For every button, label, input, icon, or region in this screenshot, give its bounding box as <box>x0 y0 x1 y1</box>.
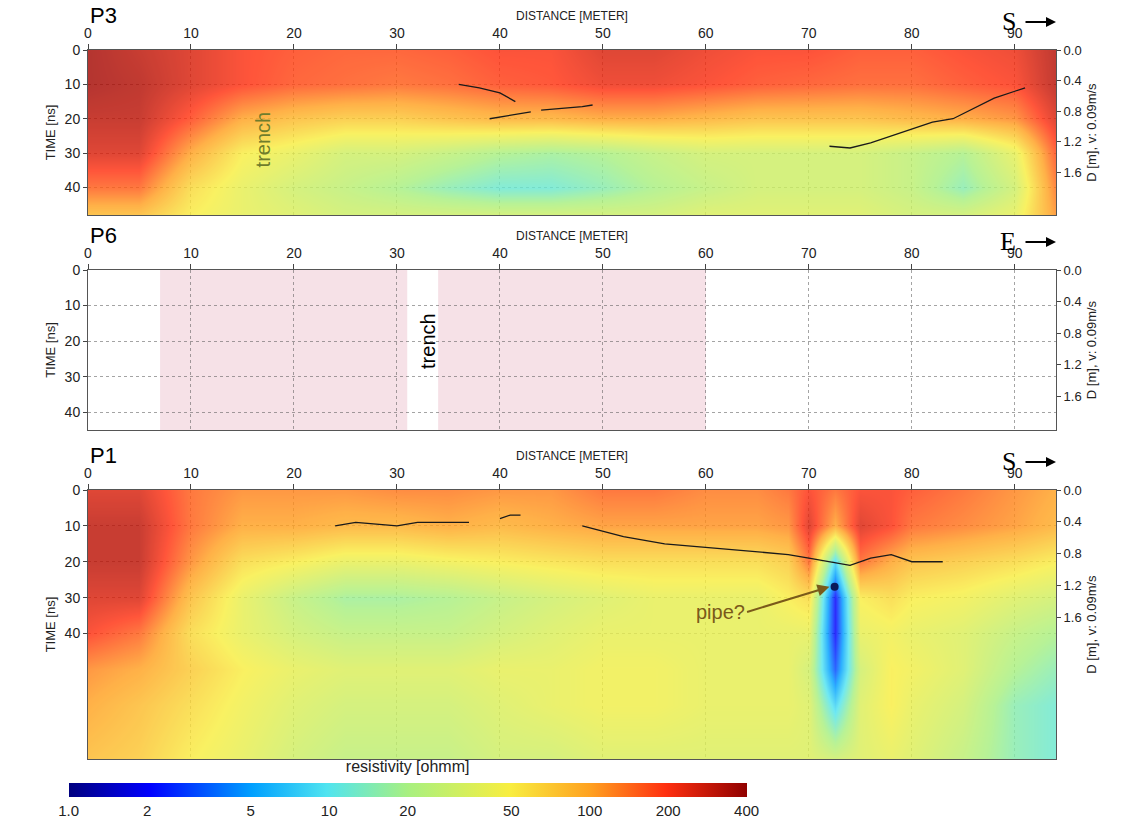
svg-text:1.0: 1.0 <box>58 802 79 819</box>
svg-text:20: 20 <box>399 802 416 819</box>
svg-text:P3: P3 <box>90 3 117 28</box>
svg-text:20: 20 <box>65 333 81 349</box>
svg-text:0.0: 0.0 <box>1064 483 1082 498</box>
svg-text:0.0: 0.0 <box>1064 43 1082 58</box>
svg-text:0.8: 0.8 <box>1064 326 1082 341</box>
svg-text:40: 40 <box>492 25 508 41</box>
svg-text:TIME [ns]: TIME [ns] <box>43 597 58 653</box>
svg-text:40: 40 <box>65 404 81 420</box>
svg-text:70: 70 <box>801 25 817 41</box>
svg-text:10: 10 <box>321 802 338 819</box>
svg-text:0: 0 <box>84 25 92 41</box>
svg-text:80: 80 <box>904 465 920 481</box>
svg-text:60: 60 <box>698 465 714 481</box>
svg-text:10: 10 <box>183 465 199 481</box>
svg-text:0: 0 <box>72 42 80 58</box>
svg-text:20: 20 <box>286 465 302 481</box>
svg-text:1.6: 1.6 <box>1064 389 1082 404</box>
svg-text:0.8: 0.8 <box>1064 104 1082 119</box>
svg-text:60: 60 <box>698 25 714 41</box>
svg-text:90: 90 <box>1007 25 1023 41</box>
svg-text:P1: P1 <box>90 443 117 468</box>
svg-text:50: 50 <box>595 245 611 261</box>
svg-text:1.6: 1.6 <box>1064 165 1082 180</box>
svg-text:S: S <box>1002 447 1016 476</box>
svg-text:20: 20 <box>286 245 302 261</box>
svg-text:S: S <box>1002 7 1016 36</box>
svg-text:70: 70 <box>801 245 817 261</box>
svg-text:resistivity [ohmm]: resistivity [ohmm] <box>346 758 470 775</box>
svg-text:2: 2 <box>143 802 151 819</box>
svg-text:trench: trench <box>417 313 439 369</box>
svg-text:30: 30 <box>65 145 81 161</box>
svg-text:0.4: 0.4 <box>1064 73 1082 88</box>
svg-text:0: 0 <box>84 245 92 261</box>
svg-text:60: 60 <box>698 245 714 261</box>
svg-text:100: 100 <box>577 802 602 819</box>
svg-text:trench: trench <box>252 112 274 168</box>
svg-text:1.2: 1.2 <box>1064 357 1082 372</box>
svg-text:1.2: 1.2 <box>1064 578 1082 593</box>
svg-text:50: 50 <box>503 802 520 819</box>
svg-text:10: 10 <box>65 518 81 534</box>
svg-text:30: 30 <box>65 590 81 606</box>
svg-text:pipe?: pipe? <box>696 601 745 623</box>
svg-text:20: 20 <box>65 554 81 570</box>
svg-text:40: 40 <box>492 245 508 261</box>
svg-text:D [m], v: 0.09m/s: D [m], v: 0.09m/s <box>1084 83 1099 182</box>
svg-text:TIME [ns]: TIME [ns] <box>43 105 58 161</box>
svg-text:40: 40 <box>492 465 508 481</box>
svg-text:200: 200 <box>656 802 681 819</box>
svg-text:0: 0 <box>72 262 80 278</box>
svg-text:70: 70 <box>801 465 817 481</box>
svg-text:DISTANCE [METER]: DISTANCE [METER] <box>516 9 628 23</box>
svg-text:0.8: 0.8 <box>1064 546 1082 561</box>
svg-text:1.2: 1.2 <box>1064 134 1082 149</box>
svg-text:0.4: 0.4 <box>1064 294 1082 309</box>
svg-text:10: 10 <box>65 76 81 92</box>
svg-text:TIME [ns]: TIME [ns] <box>43 322 58 378</box>
svg-text:20: 20 <box>65 111 81 127</box>
svg-text:0.0: 0.0 <box>1064 263 1082 278</box>
svg-text:0: 0 <box>84 465 92 481</box>
svg-text:80: 80 <box>904 245 920 261</box>
svg-text:30: 30 <box>389 245 405 261</box>
svg-text:P6: P6 <box>90 223 117 248</box>
svg-text:10: 10 <box>183 25 199 41</box>
svg-text:90: 90 <box>1007 245 1023 261</box>
svg-text:5: 5 <box>247 802 255 819</box>
svg-text:40: 40 <box>65 625 81 641</box>
svg-text:10: 10 <box>65 297 81 313</box>
svg-text:30: 30 <box>389 25 405 41</box>
svg-text:D [m], v: 0.09m/s: D [m], v: 0.09m/s <box>1084 575 1099 674</box>
svg-text:30: 30 <box>65 369 81 385</box>
svg-text:DISTANCE [METER]: DISTANCE [METER] <box>516 449 628 463</box>
svg-text:0: 0 <box>72 482 80 498</box>
svg-text:0.4: 0.4 <box>1064 514 1082 529</box>
svg-text:30: 30 <box>389 465 405 481</box>
svg-text:50: 50 <box>595 25 611 41</box>
svg-text:1.6: 1.6 <box>1064 610 1082 625</box>
svg-text:90: 90 <box>1007 465 1023 481</box>
svg-text:DISTANCE [METER]: DISTANCE [METER] <box>516 229 628 243</box>
svg-text:20: 20 <box>286 25 302 41</box>
svg-text:D [m], v: 0.09m/s: D [m], v: 0.09m/s <box>1084 300 1099 399</box>
svg-text:40: 40 <box>65 179 81 195</box>
svg-text:10: 10 <box>183 245 199 261</box>
svg-text:E: E <box>1000 227 1016 256</box>
svg-text:80: 80 <box>904 25 920 41</box>
svg-text:50: 50 <box>595 465 611 481</box>
svg-text:400: 400 <box>734 802 759 819</box>
